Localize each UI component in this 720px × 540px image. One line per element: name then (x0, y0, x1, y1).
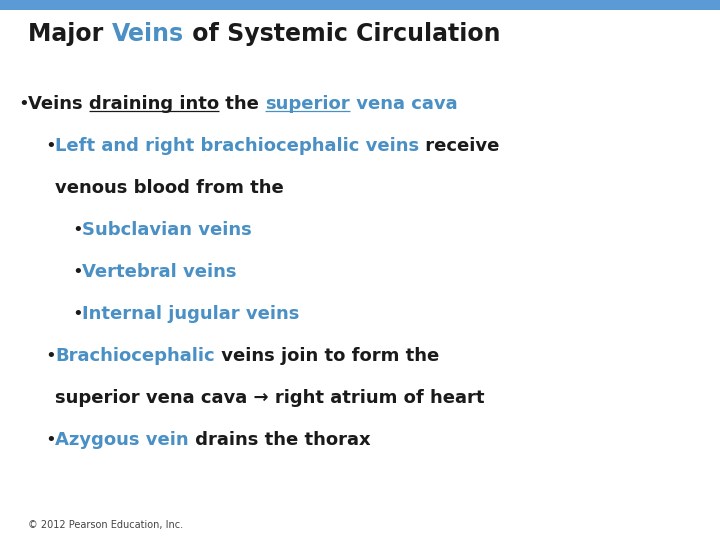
Text: •: • (45, 431, 55, 449)
Text: •: • (72, 221, 83, 239)
Text: © 2012 Pearson Education, Inc.: © 2012 Pearson Education, Inc. (28, 520, 183, 530)
Text: Subclavian veins: Subclavian veins (82, 221, 252, 239)
Text: Veins: Veins (28, 95, 89, 113)
Text: the: the (219, 95, 265, 113)
Text: Left and right brachiocephalic veins: Left and right brachiocephalic veins (55, 137, 419, 155)
Text: veins join to form the: veins join to form the (215, 347, 439, 365)
Text: Major: Major (28, 22, 112, 46)
Text: of Systemic Circulation: of Systemic Circulation (184, 22, 500, 46)
Text: •: • (18, 95, 29, 113)
Text: drains the thorax: drains the thorax (189, 431, 370, 449)
Bar (0, 0, 720, 10)
Text: Brachiocephalic: Brachiocephalic (55, 347, 215, 365)
Text: draining into: draining into (89, 95, 219, 113)
Text: venous blood from the: venous blood from the (55, 179, 284, 197)
Text: •: • (72, 305, 83, 323)
Text: receive: receive (419, 137, 500, 155)
Text: Vertebral veins: Vertebral veins (82, 263, 236, 281)
Text: superior: superior (265, 95, 350, 113)
Text: •: • (72, 263, 83, 281)
Text: Internal jugular veins: Internal jugular veins (82, 305, 300, 323)
Text: Azygous vein: Azygous vein (55, 431, 189, 449)
Text: •: • (45, 137, 55, 155)
Text: Veins: Veins (112, 22, 184, 46)
Text: •: • (45, 347, 55, 365)
Text: vena cava: vena cava (350, 95, 457, 113)
Text: superior vena cava → right atrium of heart: superior vena cava → right atrium of hea… (55, 389, 485, 407)
